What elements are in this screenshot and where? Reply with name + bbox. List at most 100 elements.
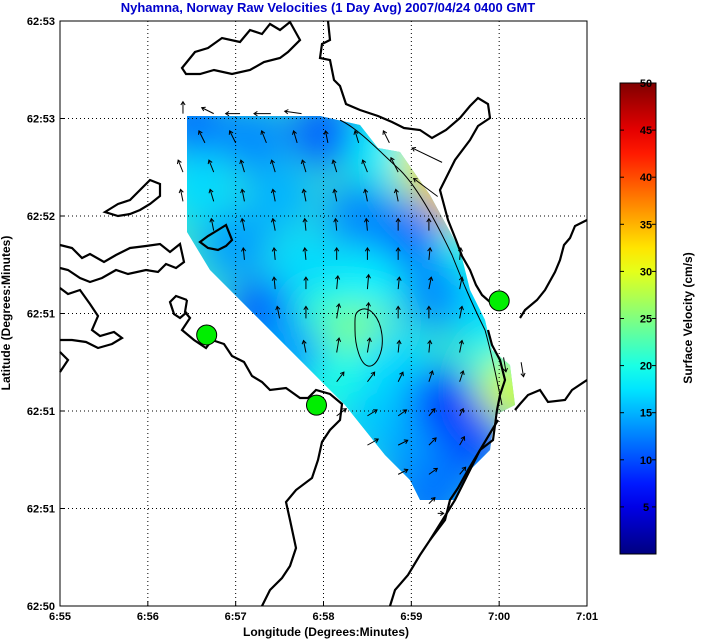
velocity-vector xyxy=(241,246,247,260)
velocity-vector xyxy=(364,246,370,260)
velocity-vector xyxy=(397,468,409,475)
velocity-vector xyxy=(334,246,340,260)
speed-cell xyxy=(187,116,226,158)
velocity-vector xyxy=(397,439,409,446)
velocity-vector xyxy=(271,246,277,260)
colorbar-tick-label: 50 xyxy=(640,78,652,90)
velocity-vector xyxy=(502,357,508,373)
velocity-vector xyxy=(437,510,445,516)
colorbar-ticks: 5 10 15 20 25 30 35 40 45 50 xyxy=(620,78,656,514)
x-tick-label: 6:58 xyxy=(312,611,334,623)
velocity-vector xyxy=(367,409,378,417)
velocity-vector xyxy=(302,246,308,260)
x-tick-label: 6:57 xyxy=(225,611,247,623)
velocity-vector xyxy=(395,246,401,260)
velocity-vector xyxy=(353,129,360,144)
velocity-vector xyxy=(361,159,368,173)
speed-cell xyxy=(377,201,446,270)
speed-cell xyxy=(394,464,463,500)
velocity-vector xyxy=(428,370,434,382)
velocity-vector xyxy=(336,303,342,319)
velocity-vector xyxy=(207,159,215,173)
velocity-vector xyxy=(336,371,345,383)
colorbar-tick-label: 10 xyxy=(640,455,652,467)
velocity-vector xyxy=(428,496,436,504)
velocity-vector xyxy=(427,339,433,353)
velocity-vector xyxy=(283,109,302,115)
velocity-vector xyxy=(428,437,437,446)
velocity-vector xyxy=(427,246,433,260)
velocity-vector xyxy=(459,407,465,417)
velocity-vector xyxy=(180,100,186,114)
velocity-vector xyxy=(240,217,246,231)
y-tick-label: 62:50 xyxy=(27,601,55,613)
x-tick-label: 7:01 xyxy=(576,611,598,623)
station-marker xyxy=(305,394,327,416)
x-axis-label: Longitude (Degrees:Minutes) xyxy=(243,625,409,639)
velocity-vector xyxy=(291,129,298,144)
x-tick-label: 6:59 xyxy=(400,611,422,623)
velocity-vector xyxy=(253,111,271,117)
velocity-vector xyxy=(412,177,438,197)
velocity-vector xyxy=(240,188,246,202)
colorbar-tick-label: 5 xyxy=(643,502,649,514)
velocity-vector xyxy=(367,371,376,383)
velocity-vector xyxy=(426,217,432,231)
velocity-vector xyxy=(198,130,206,144)
speed-cell xyxy=(219,116,288,172)
y-axis-label: Latitude (Degrees:Minutes) xyxy=(0,236,13,391)
velocity-vector xyxy=(303,305,309,319)
colorbar-tick-label: 25 xyxy=(640,314,652,326)
colorbar-gradient xyxy=(619,82,657,555)
velocity-contour xyxy=(354,308,383,367)
colorbar-tick-label: 20 xyxy=(640,361,652,373)
velocity-vector xyxy=(458,305,464,319)
velocity-vector xyxy=(520,362,526,378)
velocity-vector xyxy=(363,217,370,231)
velocity-vector xyxy=(270,159,276,173)
x-tick-labels: 6:55 6:56 6:57 6:58 6:59 7:00 7:01 xyxy=(49,601,598,623)
speed-cell xyxy=(324,182,393,250)
colorbar-tick-label: 40 xyxy=(640,172,652,184)
velocity-vectors xyxy=(176,100,526,516)
velocity-vector xyxy=(302,217,308,231)
velocity-vector xyxy=(428,276,434,290)
velocity-vector xyxy=(365,273,371,290)
velocity-vector xyxy=(209,217,215,231)
chart-title: Nyhamna, Norway Raw Velocities (1 Day Av… xyxy=(121,0,536,15)
velocity-vector xyxy=(271,276,277,290)
x-tick-label: 6:56 xyxy=(137,611,159,623)
y-tick-label: 62:53 xyxy=(27,114,55,126)
grid-lines xyxy=(60,21,587,606)
velocity-vector xyxy=(323,129,329,143)
station-marker xyxy=(488,290,510,312)
velocity-vector xyxy=(333,217,339,231)
velocity-vector xyxy=(178,188,184,202)
velocity-vector xyxy=(239,159,245,173)
velocity-vector xyxy=(459,435,466,446)
speed-cell xyxy=(359,328,428,397)
velocity-vector xyxy=(428,407,436,417)
boundary-contour xyxy=(339,119,503,406)
velocity-vector xyxy=(301,188,307,202)
velocity-vector xyxy=(397,371,404,382)
velocity-vector xyxy=(270,188,276,202)
velocity-vector xyxy=(176,159,184,173)
velocity-vector xyxy=(457,246,464,260)
velocity-vector xyxy=(200,106,214,115)
velocity-vector xyxy=(411,147,443,163)
velocity-vector xyxy=(335,274,341,290)
velocity-vector xyxy=(382,130,390,144)
colorbar: 5 10 15 20 25 30 35 40 45 50 Surface Velocity (cm… xyxy=(619,78,695,555)
velocity-vector xyxy=(396,339,402,353)
radar-stations xyxy=(196,290,510,416)
velocity-vector xyxy=(459,370,465,382)
y-tick-labels: 62:53 62:53 62:52 62:51 62:51 62:51 62:50 xyxy=(27,16,65,613)
velocity-vector xyxy=(365,301,371,319)
velocity-vector xyxy=(367,438,380,446)
velocity-vector xyxy=(458,276,464,290)
velocity-vector xyxy=(458,339,464,353)
colorbar-tick-label: 35 xyxy=(640,219,652,231)
velocity-vector xyxy=(332,188,338,202)
